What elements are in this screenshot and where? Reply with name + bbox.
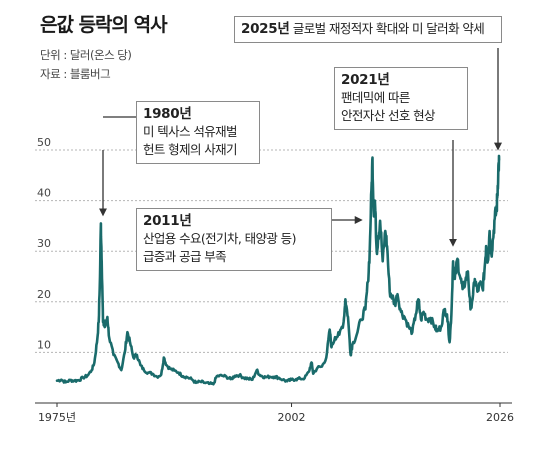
price-series [55,154,501,386]
y-tick-label: 30 [37,237,51,250]
annotation-2011: 2011년 산업용 수요(전기차, 태양광 등) 급증과 공급 부족 [136,208,332,271]
annotation-line: 글로벌 재정적자 확대와 미 달러화 약세 [292,21,485,36]
y-tick-label: 20 [37,288,51,301]
annotation-line: 안전자산 선호 현상 [341,108,436,123]
y-tick-label: 10 [37,338,51,351]
annotation-2021: 2021년 팬데믹에 따른 안전자산 선호 현상 [334,67,468,130]
annotation-line: 미 텍사스 석유재벌 [143,124,238,139]
annotation-arrows [99,48,502,247]
annotation-year: 2025년 [241,21,290,37]
annotation-year: 1980년 [143,106,192,122]
y-tick-label: 50 [37,136,51,149]
annotation-line: 산업용 수요(전기차, 태양광 등) [143,231,296,246]
annotation-year: 2021년 [341,72,390,88]
annotation-line: 헌트 형제의 사재기 [143,142,238,157]
x-tick-label: 2002 [278,411,306,424]
annotation-year: 2011년 [143,213,192,229]
x-axis-ticks: 1975년 2002 2026 [38,403,514,424]
series-line [55,154,501,386]
annotation-line: 급증과 공급 부족 [143,249,227,264]
x-tick-label: 1975년 [38,411,76,424]
annotation-2025: 2025년 글로벌 재정적자 확대와 미 달러화 약세 [234,16,502,43]
unit-note: 단위 : 달러(온스 당) [40,48,132,62]
y-tick-label: 40 [37,187,51,200]
y-axis-ticks: 10 20 30 40 50 [37,136,51,351]
page-title: 은값 등락의 역사 [40,14,168,36]
annotation-line: 팬데믹에 따른 [341,90,410,105]
source-note: 자료 : 블룸버그 [40,67,111,81]
x-tick-label: 2026 [486,411,514,424]
annotation-1980: 1980년 미 텍사스 석유재벌 헌트 형제의 사재기 [136,101,260,164]
